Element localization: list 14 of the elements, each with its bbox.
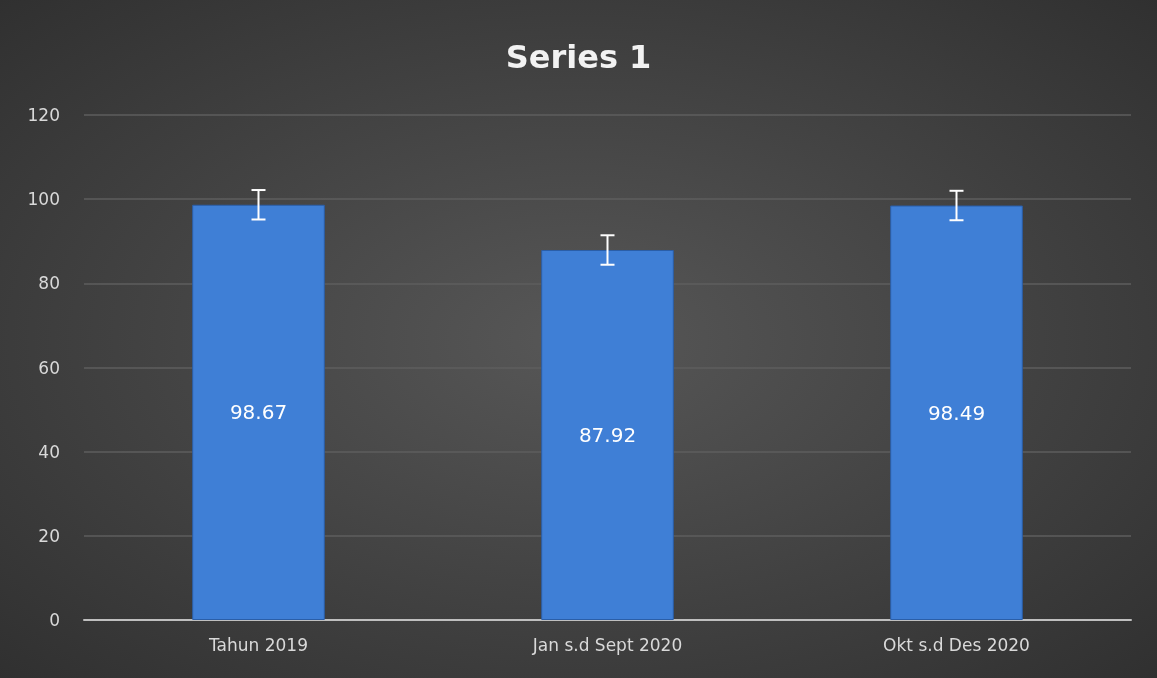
y-tick-label: 0 — [49, 610, 60, 630]
chart-title: Series 1 — [505, 38, 652, 76]
y-tick-label: 80 — [38, 273, 60, 294]
data-label: 98.67 — [229, 400, 288, 425]
y-tick-label: 20 — [38, 525, 60, 546]
y-tick-label: 40 — [38, 441, 60, 462]
x-tick-label: Tahun 2019 — [208, 634, 308, 655]
x-tick-label: Okt s.d Des 2020 — [883, 634, 1030, 655]
y-tick-label: 100 — [27, 189, 60, 210]
y-tick-label: 120 — [27, 105, 60, 125]
data-label: 98.49 — [927, 400, 986, 425]
x-tick-label: Jan s.d Sept 2020 — [531, 634, 683, 655]
data-label: 87.92 — [578, 423, 637, 447]
y-tick-label: 60 — [38, 357, 60, 378]
